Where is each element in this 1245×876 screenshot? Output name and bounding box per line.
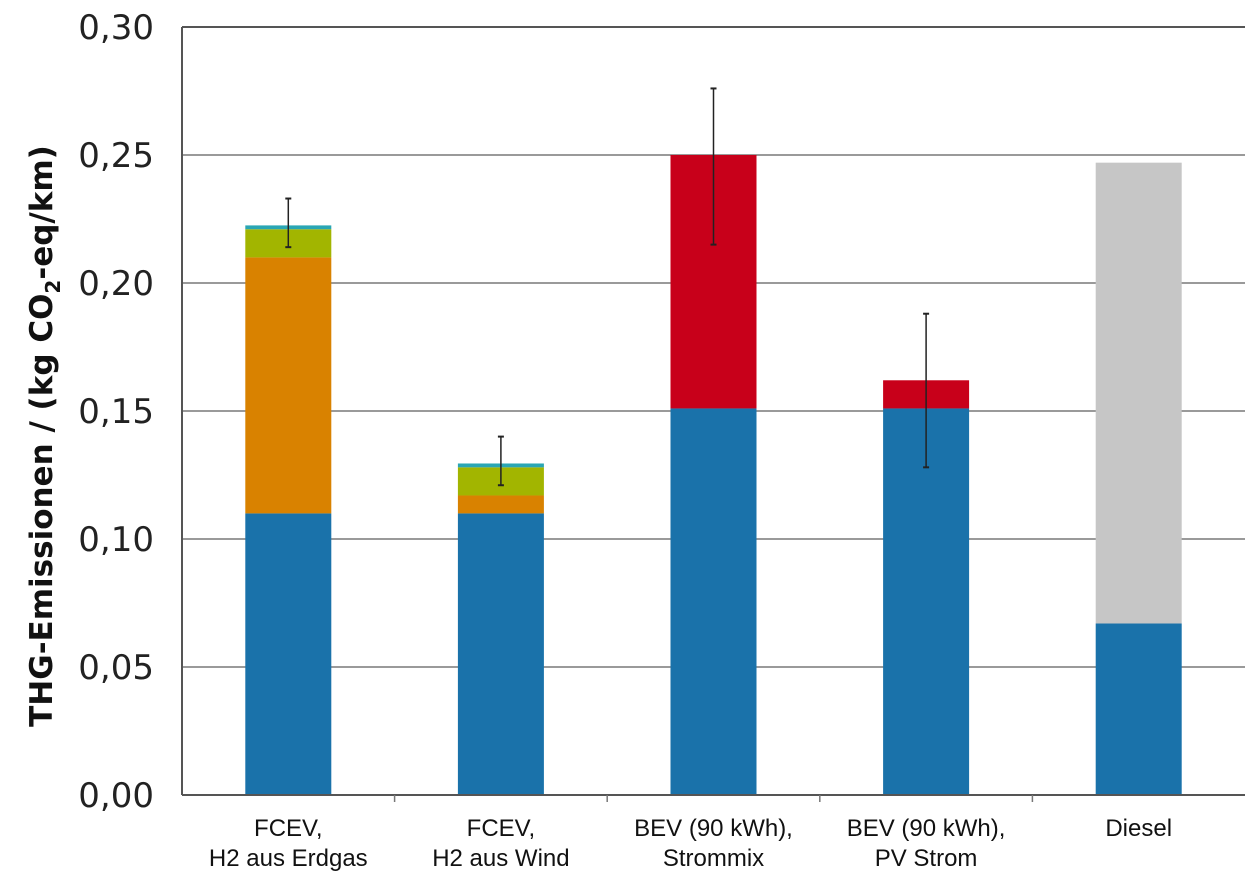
y-axis-label-main: THG-Emissionen / (kg CO	[24, 294, 60, 727]
x-tick-label-line: FCEV,	[254, 815, 322, 842]
bar-segment	[670, 408, 757, 795]
y-tick-label: 0,20	[78, 264, 154, 304]
y-axis-label-unit: -eq/km)	[24, 145, 60, 280]
bar-segment	[883, 408, 970, 795]
x-tick-label-line: H2 aus Wind	[432, 845, 569, 872]
x-tick-label: BEV (90 kWh), Strommix	[634, 815, 793, 872]
x-tick-label: FCEV, H2 aus Erdgas	[209, 815, 368, 872]
y-tick-label: 0,10	[78, 520, 154, 560]
x-tick-label-line: Diesel	[1105, 815, 1172, 842]
y-axis-label: THG-Emissionen / (kg CO2-eq/km)	[24, 145, 65, 727]
x-tick-label: BEV (90 kWh), PV Strom	[847, 815, 1006, 872]
bar-segment	[245, 513, 332, 795]
bars	[245, 155, 1182, 795]
x-tick-label: FCEV, H2 aus Wind	[432, 815, 569, 872]
x-tick-label-line: PV Strom	[875, 845, 978, 872]
bar-segment	[1095, 162, 1182, 624]
y-axis-label-subscript: 2	[41, 280, 65, 294]
y-tick-label: 0,30	[78, 8, 154, 48]
x-tick-label-line: BEV (90 kWh),	[847, 815, 1006, 842]
y-tick-labels: 0,00 0,05 0,10 0,15 0,20 0,25 0,30	[78, 8, 154, 816]
y-tick-label: 0,00	[78, 776, 154, 816]
axes	[181, 27, 1245, 802]
error-bars	[285, 87, 930, 487]
bar-segment	[457, 495, 544, 514]
x-tick-label-line: Strommix	[663, 845, 764, 872]
x-tick-label-line: H2 aus Erdgas	[209, 845, 368, 872]
y-tick-label: 0,05	[78, 648, 154, 688]
bar-segment	[1095, 623, 1182, 795]
y-tick-label: 0,25	[78, 136, 154, 176]
x-tick-label-line: BEV (90 kWh),	[634, 815, 793, 842]
bar-segment	[245, 257, 332, 514]
x-tick-label-line: FCEV,	[467, 815, 535, 842]
x-tick-label: Diesel	[1105, 815, 1172, 842]
x-tick-labels: FCEV, H2 aus Erdgas FCEV, H2 aus Wind BEV (9…	[209, 815, 1172, 872]
bar-segment	[457, 513, 544, 795]
y-tick-label: 0,15	[78, 392, 154, 432]
